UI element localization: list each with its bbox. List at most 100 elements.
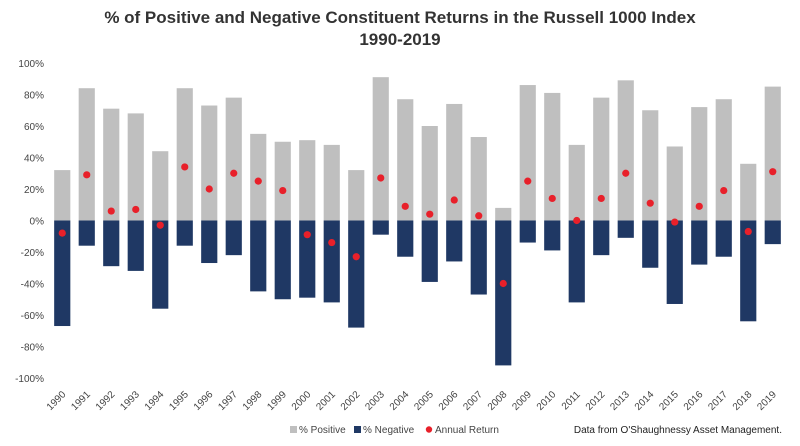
return-point xyxy=(769,168,777,176)
bar-positive xyxy=(642,110,659,221)
bar-positive xyxy=(348,170,365,221)
x-tick-label: 1991 xyxy=(69,389,93,413)
bar-negative xyxy=(372,220,389,235)
bar-negative xyxy=(495,220,512,366)
bar-positive xyxy=(372,77,389,221)
x-tick-label: 1994 xyxy=(143,389,167,413)
return-point xyxy=(279,186,287,195)
bar-negative xyxy=(225,220,242,256)
x-tick-label: 1996 xyxy=(192,389,216,413)
bar-negative xyxy=(250,220,267,292)
bar-positive xyxy=(225,97,242,221)
bar-negative xyxy=(348,220,365,328)
return-point xyxy=(597,194,605,203)
bar-negative xyxy=(127,220,144,271)
bar-negative xyxy=(593,220,610,256)
legend-swatch-return xyxy=(425,426,433,433)
bar-positive xyxy=(201,105,218,221)
x-tick-label: 2019 xyxy=(755,389,779,413)
return-point xyxy=(328,238,336,247)
return-point xyxy=(548,194,556,203)
x-tick-label: 1993 xyxy=(118,389,142,413)
return-point xyxy=(107,207,115,215)
x-tick-label: 2017 xyxy=(706,389,730,413)
y-tick-label: 80% xyxy=(24,91,44,102)
bar-negative xyxy=(666,220,683,304)
bar-negative xyxy=(54,220,71,327)
return-point xyxy=(377,174,385,182)
return-point xyxy=(744,227,752,236)
bar-negative xyxy=(397,220,414,257)
x-tick-label: 1998 xyxy=(241,389,265,413)
bar-negative xyxy=(299,220,316,298)
x-tick-label: 1992 xyxy=(94,389,118,413)
y-tick-label: -40% xyxy=(21,280,44,291)
bar-positive xyxy=(715,99,732,221)
y-tick-label: -100% xyxy=(15,374,44,385)
return-point xyxy=(450,196,458,204)
y-tick-label: 100% xyxy=(18,59,44,70)
x-tick-label: 2014 xyxy=(633,389,657,413)
bar-positive xyxy=(593,97,610,221)
bar-negative xyxy=(323,220,340,303)
return-point xyxy=(573,216,581,225)
bar-negative xyxy=(764,220,781,245)
bar-negative xyxy=(446,220,463,262)
x-tick-label: 2009 xyxy=(510,389,534,413)
return-point xyxy=(58,229,66,237)
x-tick-label: 2002 xyxy=(339,389,363,413)
return-point xyxy=(181,163,189,171)
return-point xyxy=(205,185,213,193)
return-point xyxy=(156,221,164,229)
bar-positive xyxy=(299,140,316,221)
return-point xyxy=(303,231,311,239)
bar-positive xyxy=(544,92,561,221)
bar-negative xyxy=(544,220,561,251)
return-point xyxy=(401,202,409,210)
x-tick-label: 2012 xyxy=(584,389,608,413)
x-tick-label: 2015 xyxy=(657,389,681,413)
bar-negative xyxy=(274,220,291,300)
bar-positive xyxy=(274,141,291,221)
bar-positive xyxy=(691,107,708,221)
bar-negative xyxy=(201,220,218,264)
bar-positive xyxy=(666,146,683,221)
bar-positive xyxy=(78,88,95,221)
x-tick-label: 2016 xyxy=(682,389,706,413)
bar-positive xyxy=(397,99,414,221)
x-tick-label: 2001 xyxy=(314,389,338,413)
bar-positive xyxy=(617,80,634,221)
bar-negative xyxy=(470,220,487,295)
bar-positive xyxy=(470,137,487,221)
return-point xyxy=(671,218,679,226)
bar-negative xyxy=(176,220,193,246)
bar-negative xyxy=(740,220,757,322)
x-tick-label: 1999 xyxy=(265,389,289,413)
x-tick-label: 2018 xyxy=(731,389,755,413)
legend-label-negative: % Negative xyxy=(363,425,415,436)
x-tick-label: 2008 xyxy=(486,389,510,413)
bar-negative xyxy=(519,220,536,243)
chart-title: % of Positive and Negative Constituent R… xyxy=(104,8,696,27)
legend-swatch-negative xyxy=(354,426,361,433)
bar-positive xyxy=(176,88,193,221)
bar-positive xyxy=(250,133,267,221)
return-point xyxy=(622,169,630,177)
return-point xyxy=(720,186,728,195)
y-tick-label: 0% xyxy=(30,217,45,228)
bar-negative xyxy=(78,220,95,246)
return-point xyxy=(352,253,360,261)
y-tick-label: -60% xyxy=(21,311,44,322)
return-point xyxy=(132,205,140,214)
bar-negative xyxy=(617,220,634,238)
x-tick-label: 1997 xyxy=(216,389,240,413)
return-point xyxy=(230,169,238,177)
x-tick-label: 2004 xyxy=(388,389,412,413)
x-tick-label: 2005 xyxy=(412,389,436,413)
legend-swatch-positive xyxy=(290,426,297,433)
x-tick-label: 2013 xyxy=(608,389,632,413)
legend-label-positive: % Positive xyxy=(299,425,346,436)
bar-negative xyxy=(152,220,169,309)
